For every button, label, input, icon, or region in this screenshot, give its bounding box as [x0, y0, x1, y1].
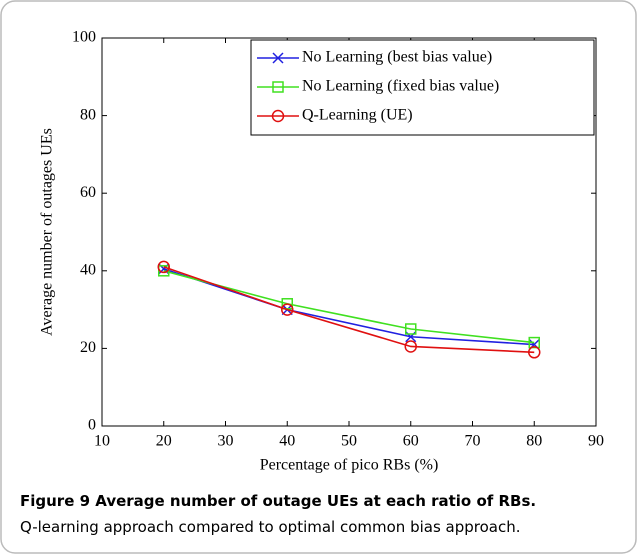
x-tick-label: 80: [526, 433, 542, 450]
y-tick-label: 0: [88, 417, 96, 434]
marker-square: [405, 323, 417, 335]
y-tick-label: 20: [80, 339, 96, 356]
x-tick-label: 20: [156, 433, 172, 450]
marker-circle: [528, 346, 541, 359]
series-line: [163, 266, 535, 354]
x-tick-label: 60: [403, 433, 419, 450]
y-tick-label: 60: [80, 184, 96, 201]
legend-box: [250, 39, 595, 136]
x-tick-label: 40: [279, 433, 295, 450]
caption-text: Q-learning approach compared to optimal …: [20, 518, 521, 536]
y-tick-label: 40: [80, 261, 96, 278]
marker-x: [272, 52, 284, 64]
y-tick-label: 80: [80, 106, 96, 123]
marker-circle: [157, 260, 170, 274]
marker-square: [528, 336, 540, 349]
series-line: [163, 270, 535, 344]
marker-square: [158, 265, 170, 277]
x-tick-label: 30: [218, 433, 234, 450]
caption-label: Figure 9 Average number of outage UEs at…: [20, 492, 536, 510]
y-tick-label: 100: [72, 29, 96, 46]
marker-square: [272, 81, 284, 93]
x-axis-label: Percentage of pico RBs (%): [260, 457, 439, 474]
legend-label: No Learning (best bias value): [302, 49, 492, 66]
y-axis-label: Average number of outages UEs: [39, 128, 56, 336]
x-tick-label: 10: [94, 433, 110, 450]
x-tick-label: 90: [588, 433, 604, 450]
legend-label: Q-Learning (UE): [302, 107, 413, 124]
x-tick-label: 50: [341, 433, 357, 450]
marker-circle: [404, 340, 417, 353]
marker-circle: [281, 303, 294, 316]
x-tick-label: 70: [465, 433, 481, 450]
series-line: [163, 268, 535, 346]
legend-label: No Learning (fixed bias value): [302, 78, 499, 95]
marker-circle: [271, 109, 285, 123]
